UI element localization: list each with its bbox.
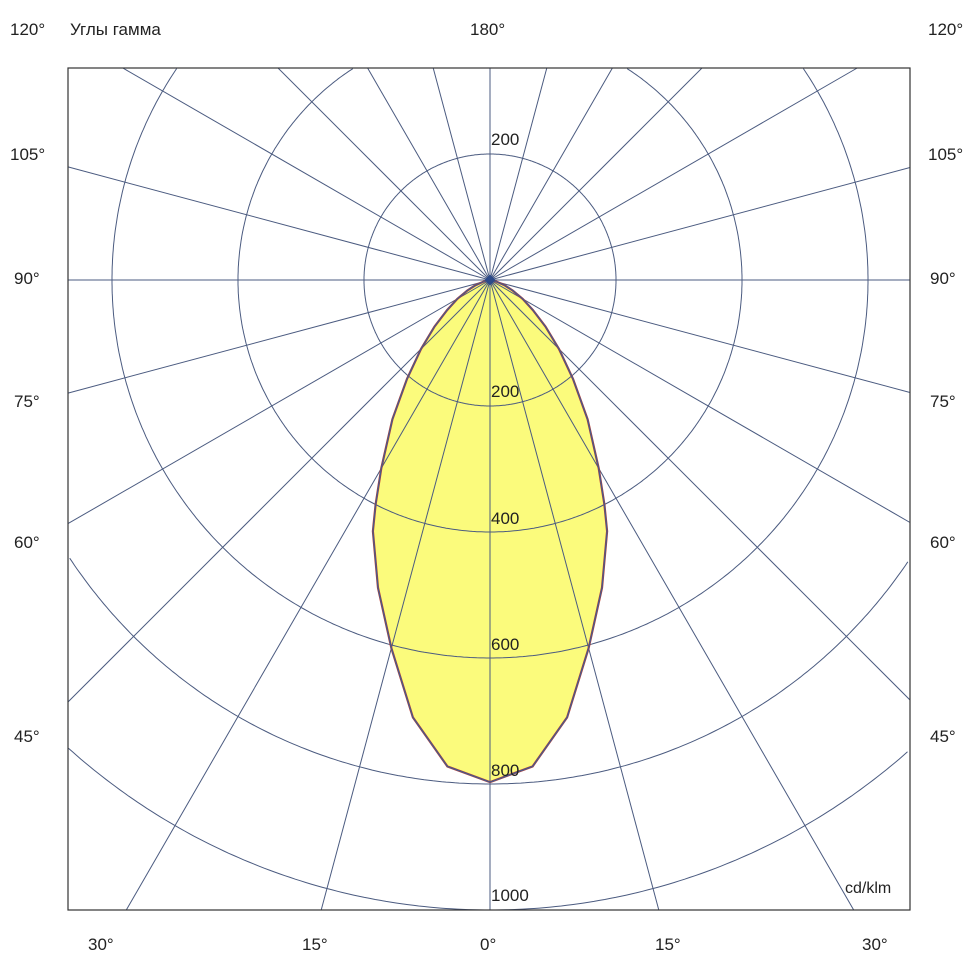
angle-label-bottom-30-right: 30° (862, 935, 888, 954)
plot-frame (67, 67, 911, 911)
spoke-285 (67, 279, 491, 394)
angle-label-right-75: 75° (930, 392, 956, 411)
unit-label: cd/klm (845, 880, 892, 897)
radial-label-200: 200 (491, 382, 520, 401)
spoke-255 (67, 166, 491, 281)
spoke-15 (489, 279, 660, 911)
angle-label-bottom-30-left: 30° (88, 935, 114, 954)
angle-label-left-120: 120° (10, 20, 46, 39)
angle-label-bottom-0: 0° (480, 935, 497, 954)
angle-label-right-90: 90° (930, 269, 956, 288)
spoke-225 (277, 67, 491, 281)
center-marker (484, 274, 496, 286)
spoke-135 (489, 67, 703, 281)
spoke-120 (489, 67, 858, 281)
spoke-75 (489, 279, 911, 393)
angle-label-bottom-15-left: 15° (302, 935, 328, 954)
radial-label-1000: 1000 (491, 886, 529, 905)
spoke-195 (432, 67, 491, 281)
angle-label-left-90: 90° (14, 269, 40, 288)
spoke-150 (489, 67, 613, 281)
ring-400 (237, 68, 743, 533)
angle-label-left-60: 60° (14, 533, 40, 552)
spoke-60 (489, 279, 911, 523)
angle-label-top-180: 180° (470, 20, 506, 39)
spoke-210 (367, 67, 491, 281)
spoke-240 (122, 67, 491, 281)
radial-label-top-200: 200 (491, 130, 520, 149)
spoke-300 (67, 279, 491, 525)
spoke-165 (489, 67, 548, 281)
radial-label-600: 600 (491, 635, 520, 654)
spoke-330 (125, 279, 491, 911)
angle-label-right-105: 105° (928, 145, 964, 164)
ring-1000 (68, 747, 908, 911)
angle-label-left-105: 105° (10, 145, 46, 164)
angle-label-left-45: 45° (14, 727, 40, 746)
angle-label-bottom-15-right: 15° (655, 935, 681, 954)
spoke-30 (489, 279, 855, 911)
spoke-105 (489, 167, 911, 281)
angle-label-right-120: 120° (928, 20, 964, 39)
angle-label-right-45: 45° (930, 727, 956, 746)
spoke-345 (320, 279, 491, 911)
angle-label-right-60: 60° (930, 533, 956, 552)
radial-label-800: 800 (491, 761, 520, 780)
chart-title: Углы гамма (70, 20, 161, 39)
ring-600 (111, 68, 869, 659)
radial-label-400: 400 (491, 509, 520, 528)
ring-800 (69, 557, 909, 785)
angle-label-left-75: 75° (14, 392, 40, 411)
